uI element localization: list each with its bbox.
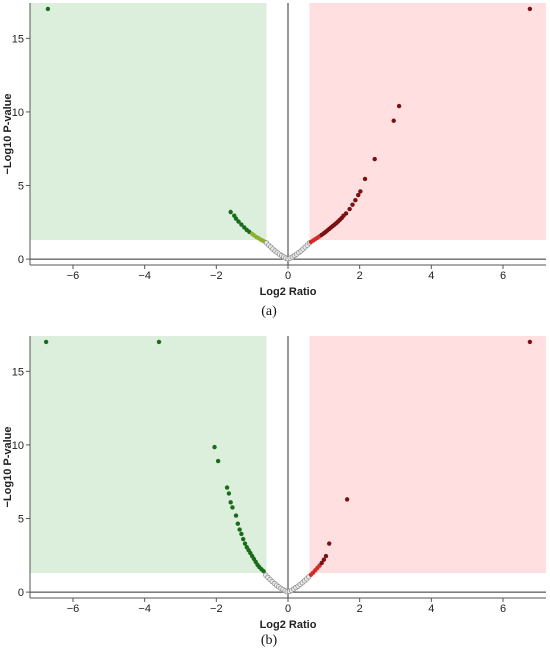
panel-a: −6 −4 −2 0 2 4 6 0 5 10 15 Log2 Ratio −Log10 P-value… [2,3,546,319]
data-point [242,541,248,546]
data-point [235,521,241,526]
data-point [236,219,241,224]
data-point [327,541,332,546]
y-tick-label: 15 [12,33,24,45]
region-up [309,3,546,240]
x-tick-label: −2 [210,603,223,615]
data-point [362,176,368,182]
panel-caption: (b) [261,633,278,648]
data-point [156,339,162,345]
data-point [215,458,221,464]
data-point [396,103,402,109]
data-point [45,6,51,12]
panel-caption: (a) [261,304,277,319]
x-axis-title: Log2 Ratio [260,619,317,631]
data-point [347,206,352,212]
x-tick-label: −4 [138,270,151,282]
region-down [30,336,267,573]
data-point [239,222,244,227]
data-point [319,560,324,566]
data-point [356,192,361,198]
data-point [353,198,358,203]
data-point [233,513,239,518]
data-point [527,339,533,345]
data-point [233,216,239,221]
y-tick-label: 0 [18,254,24,266]
data-point [323,553,329,559]
data-point [228,209,233,215]
x-tick-label: 6 [500,603,506,615]
data-point [321,557,327,562]
x-tick-label: −6 [67,270,80,282]
x-tick-label: 2 [357,603,363,615]
data-point [224,485,230,490]
y-axis-title: −Log10 P-value [2,426,14,507]
data-point [237,527,242,532]
x-tick-label: 6 [500,270,506,282]
y-tick-label: 10 [12,107,24,119]
x-tick-label: 4 [428,603,434,615]
y-tick-label: 15 [12,366,24,378]
y-tick-label: 5 [18,514,24,526]
data-point [527,6,533,12]
y-tick-label: 0 [18,587,24,599]
data-point [350,202,355,207]
data-point [212,444,217,450]
data-point [241,536,246,542]
region-down [30,3,267,240]
y-axis-title: −Log10 P-value [2,93,14,174]
data-point [239,531,244,537]
data-point [228,500,233,505]
x-axis-title: Log2 Ratio [260,286,317,298]
data-point [230,505,235,510]
data-point [343,211,349,216]
y-tick-label: 10 [12,440,24,452]
x-tick-label: 0 [285,603,291,615]
region-up [309,336,546,573]
data-point [358,189,363,194]
data-point [344,497,350,502]
panel-b: −6 −4 −2 0 2 4 6 0 5 10 15 Log2 Ratio −Log10 P-value… [2,336,546,648]
data-point [43,339,49,345]
x-tick-label: −4 [138,603,151,615]
x-tick-label: −6 [67,603,80,615]
x-tick-label: −2 [210,270,223,282]
x-tick-label: 4 [428,270,434,282]
data-point [372,156,377,162]
y-tick-label: 5 [18,181,24,193]
data-point [261,569,266,574]
x-tick-label: 0 [285,270,291,282]
data-point [391,118,396,123]
data-point [226,491,232,496]
x-tick-label: 2 [357,270,363,282]
